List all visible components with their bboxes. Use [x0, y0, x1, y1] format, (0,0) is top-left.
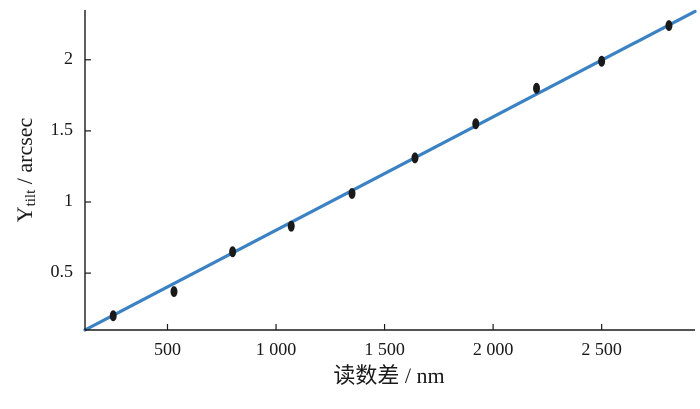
data-point	[533, 82, 541, 94]
y-axis-label-unit: / arcsec	[12, 117, 37, 189]
y-axis-label: Ytilt / arcsec	[12, 117, 39, 222]
x-tick-label: 500	[154, 339, 181, 359]
x-tick-label: 1 500	[364, 339, 405, 359]
x-tick-label: 2 000	[473, 339, 514, 359]
x-tick-label: 2 500	[581, 339, 622, 359]
data-point	[109, 310, 117, 322]
data-point	[170, 286, 178, 298]
y-tick-label: 1.5	[51, 119, 74, 139]
y-tick-label: 0.5	[51, 261, 74, 281]
x-tick-label: 1 000	[256, 339, 297, 359]
plot-area	[83, 9, 697, 332]
data-point	[287, 220, 295, 232]
y-axis: 0.5 1 1.5 2	[51, 10, 91, 330]
data-point	[665, 20, 673, 32]
x-axis: 500 1 000 1 500 2 000 2 500	[85, 324, 695, 359]
fit-line	[83, 9, 697, 332]
y-tick-label: 2	[64, 48, 73, 68]
y-tick-label: 1	[64, 190, 73, 210]
data-point	[348, 187, 356, 199]
data-point	[229, 246, 237, 258]
data-point	[472, 118, 480, 130]
y-axis-label-subscript: tilt	[23, 189, 39, 207]
x-axis-label: 读数差 / nm	[333, 363, 444, 388]
data-point	[411, 152, 419, 164]
data-point	[598, 55, 606, 67]
y-axis-label-main: Y	[12, 206, 37, 222]
